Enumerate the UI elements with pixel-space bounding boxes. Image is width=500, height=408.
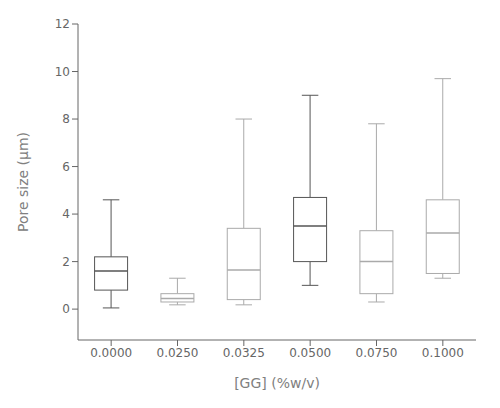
svg-text:0.0250: 0.0250 [157,346,199,360]
svg-text:12: 12 [55,17,70,31]
svg-text:Pore size (μm): Pore size (μm) [15,132,31,232]
svg-text:0.0000: 0.0000 [90,346,132,360]
svg-text:0.0500: 0.0500 [289,346,331,360]
svg-text:10: 10 [55,65,70,79]
svg-text:6: 6 [62,160,70,174]
svg-text:2: 2 [62,255,70,269]
svg-text:8: 8 [62,112,70,126]
svg-text:0.0325: 0.0325 [223,346,265,360]
svg-text:0.0750: 0.0750 [356,346,398,360]
svg-text:0: 0 [62,302,70,316]
svg-text:[GG] (%w/v): [GG] (%w/v) [234,375,320,391]
svg-text:0.1000: 0.1000 [422,346,464,360]
svg-text:4: 4 [62,207,70,221]
